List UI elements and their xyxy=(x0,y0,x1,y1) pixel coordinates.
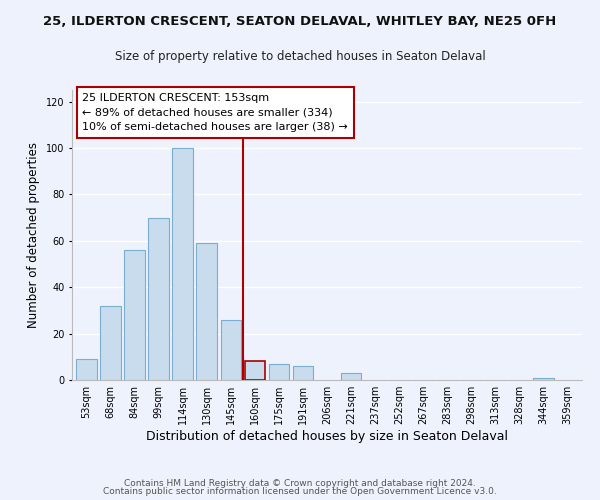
Bar xyxy=(245,362,265,380)
Text: Contains public sector information licensed under the Open Government Licence v3: Contains public sector information licen… xyxy=(103,487,497,496)
Text: 25 ILDERTON CRESCENT: 153sqm
← 89% of detached houses are smaller (334)
10% of s: 25 ILDERTON CRESCENT: 153sqm ← 89% of de… xyxy=(82,93,348,132)
Bar xyxy=(172,148,193,380)
Bar xyxy=(76,359,97,380)
Y-axis label: Number of detached properties: Number of detached properties xyxy=(28,142,40,328)
Bar xyxy=(196,243,217,380)
Bar xyxy=(269,364,289,380)
Bar xyxy=(148,218,169,380)
Text: Contains HM Land Registry data © Crown copyright and database right 2024.: Contains HM Land Registry data © Crown c… xyxy=(124,478,476,488)
Text: Size of property relative to detached houses in Seaton Delaval: Size of property relative to detached ho… xyxy=(115,50,485,63)
Text: 25, ILDERTON CRESCENT, SEATON DELAVAL, WHITLEY BAY, NE25 0FH: 25, ILDERTON CRESCENT, SEATON DELAVAL, W… xyxy=(43,15,557,28)
Bar xyxy=(100,306,121,380)
X-axis label: Distribution of detached houses by size in Seaton Delaval: Distribution of detached houses by size … xyxy=(146,430,508,443)
Bar xyxy=(221,320,241,380)
Bar xyxy=(533,378,554,380)
Bar xyxy=(124,250,145,380)
Bar xyxy=(341,373,361,380)
Bar xyxy=(293,366,313,380)
